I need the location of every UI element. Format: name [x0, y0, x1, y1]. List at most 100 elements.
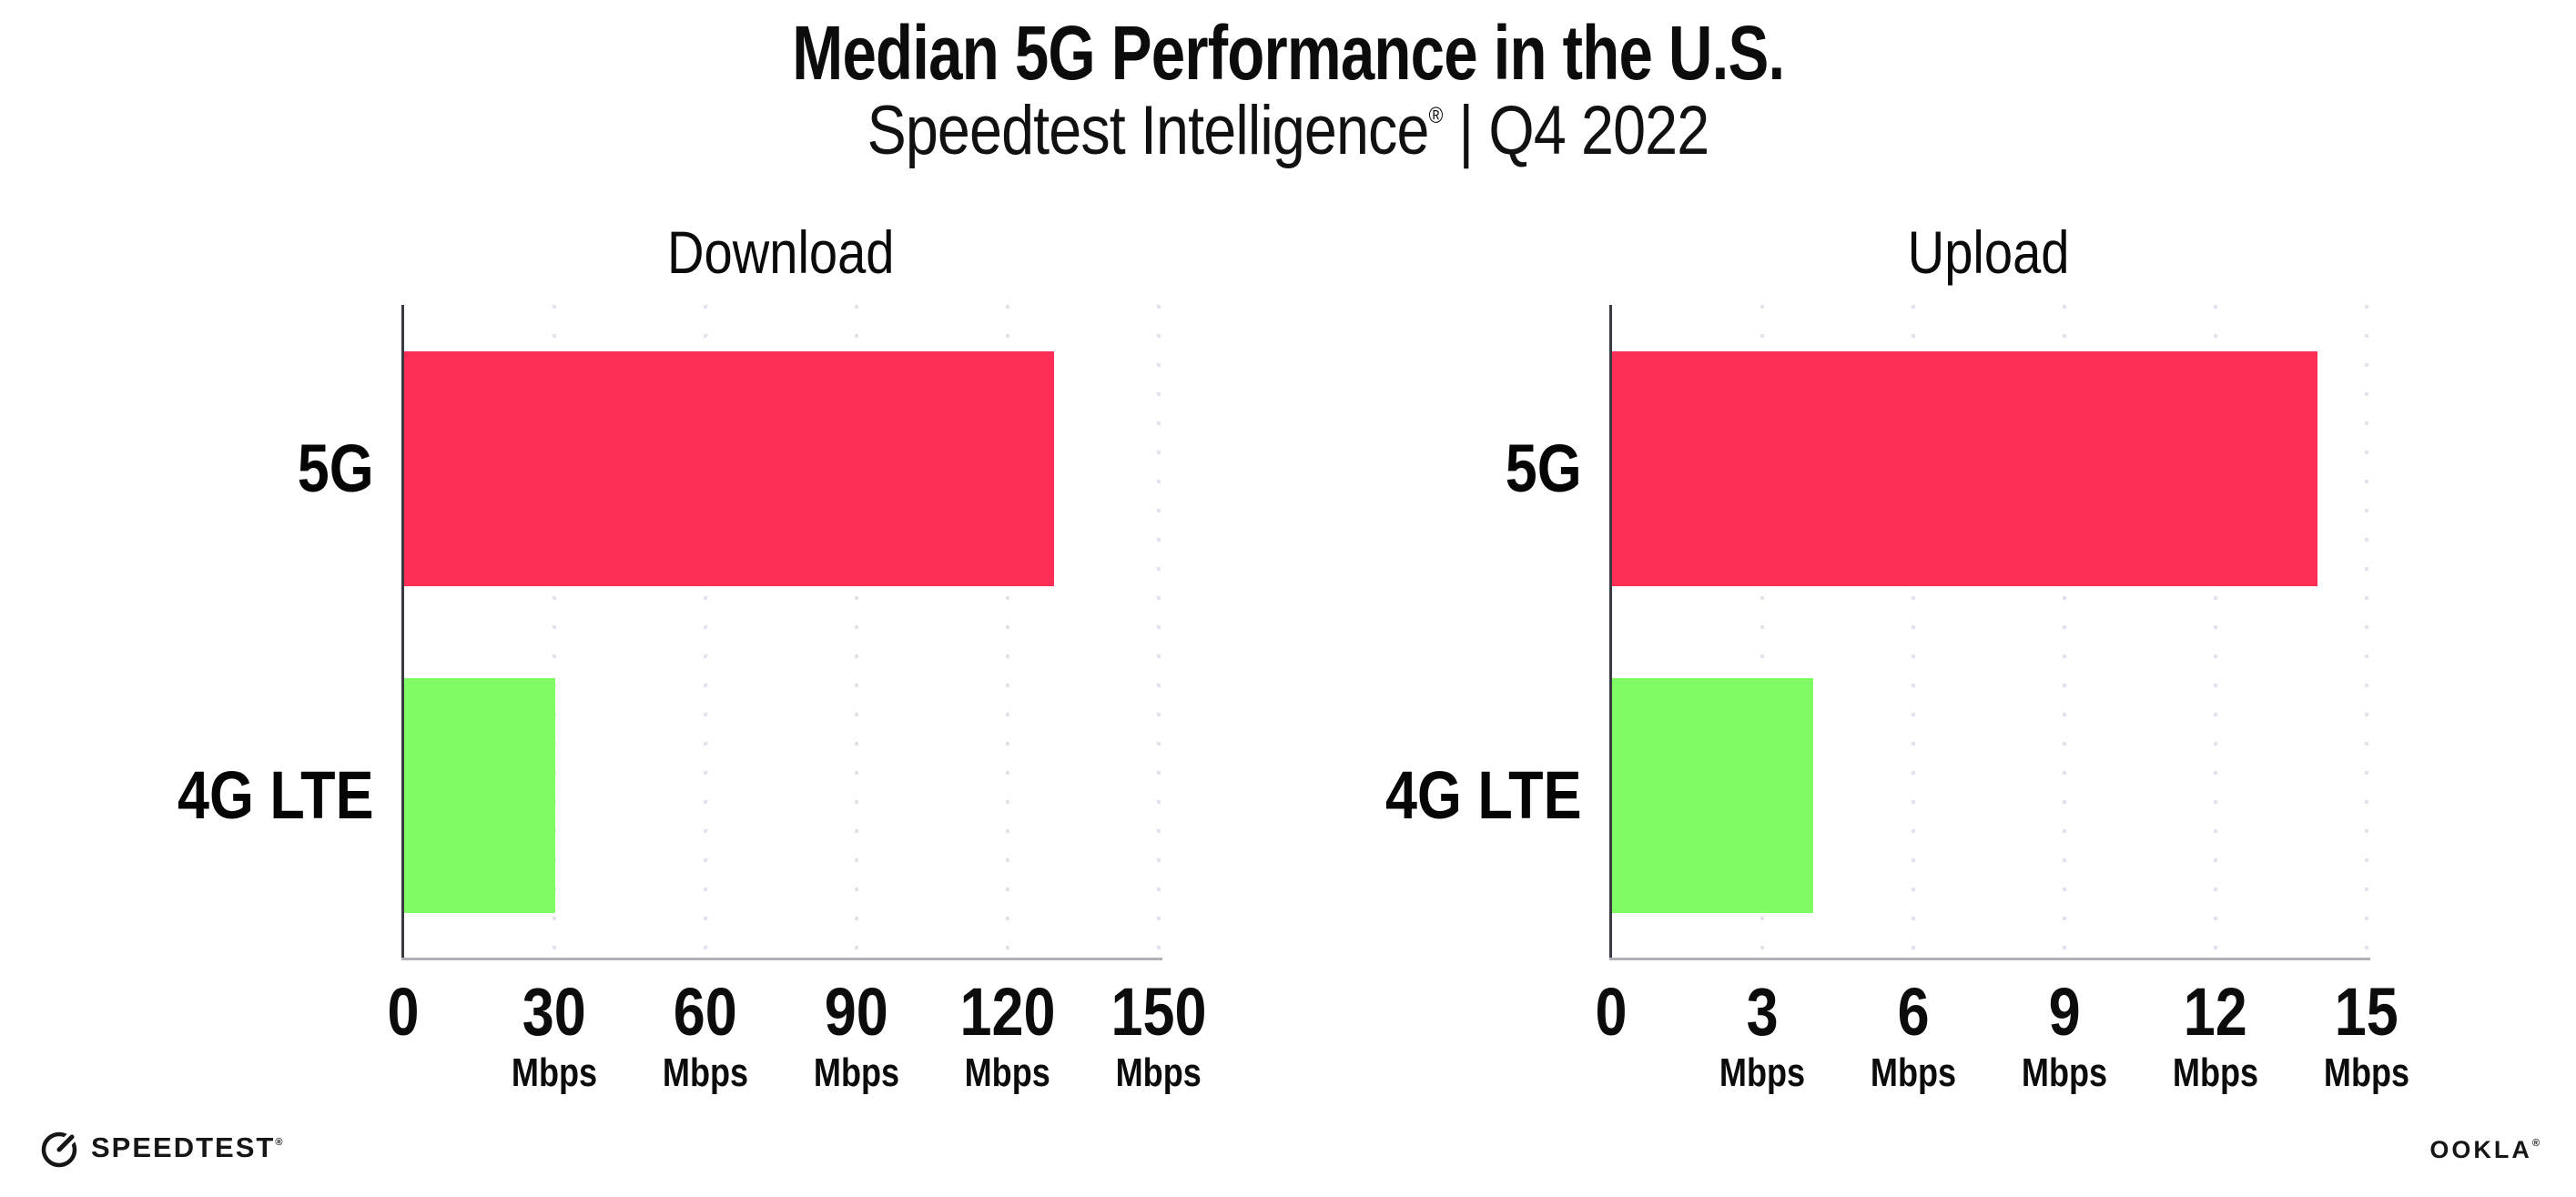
x-tick-value: 3 [1710, 977, 1815, 1048]
x-axis [1609, 958, 2370, 960]
text: 90 [825, 974, 888, 1050]
x-tick-unit: Mbps [1861, 1051, 1966, 1095]
gridline-15 [2365, 305, 2368, 959]
bar-5g [1612, 350, 2317, 586]
x-tick-9: 9 Mbps [2013, 977, 2117, 1095]
x-tick-3: 3 Mbps [1710, 977, 1815, 1095]
speedtest-gauge-icon [41, 1128, 80, 1168]
category-label-5g: 5G [1338, 430, 1582, 506]
x-tick-unit: Mbps [502, 1051, 607, 1095]
y-axis [401, 305, 404, 959]
x-tick-value: 0 [1592, 977, 1629, 1048]
x-tick-120: 120 Mbps [951, 977, 1063, 1095]
registered-trademark-icon: ® [1428, 103, 1444, 129]
chart-title: Download [403, 218, 1159, 286]
upload-chart: Upload 5G 4G LTE 0 3 Mbps 6 Mbps 9 Mbps 12 Mbps 15 Mb… [1338, 209, 2485, 1156]
gridline-90 [855, 305, 858, 959]
text: 9 [2048, 974, 2081, 1050]
x-tick-150: 150 Mbps [1102, 977, 1214, 1095]
x-tick-unit: Mbps [805, 1051, 909, 1095]
x-tick-6: 6 Mbps [1861, 977, 1966, 1095]
speedtest-label: SPEEDTEST [91, 1131, 276, 1163]
text: 4G LTE [1385, 756, 1582, 833]
gridline-150 [1157, 305, 1161, 959]
x-tick-value: 12 [2164, 977, 2268, 1048]
text: Mbps [813, 1050, 900, 1095]
text: Mbps [511, 1050, 598, 1095]
bar-4g-lte [1612, 677, 1814, 913]
x-tick-0: 0 [384, 977, 421, 1048]
x-tick-value: 0 [384, 977, 421, 1048]
plot-area [401, 305, 1162, 960]
x-tick-15: 15 Mbps [2315, 977, 2419, 1095]
x-tick-unit: Mbps [2164, 1051, 2268, 1095]
gridline-9 [2063, 305, 2066, 959]
chart-title: Upload [1611, 218, 2367, 286]
plot-area [1609, 305, 2370, 960]
text: Mbps [1115, 1050, 1202, 1095]
bar-4g-lte [404, 677, 555, 913]
text: 6 [1897, 974, 1930, 1050]
text: 12 [2184, 974, 2247, 1050]
text: Mbps [662, 1050, 749, 1095]
text: 5G [298, 430, 374, 506]
page-subtitle: Speedtest Intelligence® | Q4 2022 [0, 93, 2576, 185]
x-tick-unit: Mbps [951, 1051, 1063, 1095]
category-label-4g-lte: 4G LTE [1338, 756, 1582, 833]
x-tick-value: 6 [1861, 977, 1966, 1048]
text: 15 [2335, 974, 2399, 1050]
text: 30 [522, 974, 586, 1050]
x-tick-unit: Mbps [654, 1051, 758, 1095]
text: Mbps [2172, 1050, 2259, 1095]
text: 5G [1506, 430, 1582, 506]
text: Mbps [2021, 1050, 2108, 1095]
gridline-12 [2214, 305, 2217, 959]
x-tick-12: 12 Mbps [2164, 977, 2268, 1095]
x-tick-90: 90 Mbps [805, 977, 909, 1095]
subtitle-product: Speedtest Intelligence [867, 92, 1430, 169]
registered-trademark-icon: ® [275, 1137, 283, 1148]
text: 60 [674, 974, 737, 1050]
category-label-5g: 5G [130, 430, 374, 506]
x-tick-value: 60 [654, 977, 758, 1048]
text: 120 [959, 974, 1056, 1050]
x-tick-60: 60 Mbps [654, 977, 758, 1095]
speedtest-logo: SPEEDTEST® [38, 1127, 282, 1169]
x-tick-unit: Mbps [2013, 1051, 2117, 1095]
registered-trademark-icon: ® [2531, 1138, 2540, 1149]
x-tick-value: 120 [951, 977, 1063, 1048]
text: Mbps [1870, 1050, 1957, 1095]
y-axis [1609, 305, 1612, 959]
ookla-label: OOKLA [2429, 1136, 2532, 1163]
subtitle-separator: | [1443, 92, 1489, 169]
text: Mbps [2323, 1050, 2410, 1095]
text: Upload [1908, 218, 2070, 286]
text: 4G LTE [177, 756, 374, 833]
ookla-logo: OOKLA® [2429, 1136, 2540, 1164]
speedtest-wordmark: SPEEDTEST® [91, 1131, 282, 1164]
page-title: Median 5G Performance in the U.S. [0, 13, 2576, 93]
x-tick-30: 30 Mbps [502, 977, 607, 1095]
x-axis [401, 958, 1162, 960]
x-tick-value: 30 [502, 977, 607, 1048]
x-tick-unit: Mbps [1102, 1051, 1214, 1095]
x-tick-unit: Mbps [2315, 1051, 2419, 1095]
x-tick-value: 9 [2013, 977, 2117, 1048]
text: Mbps [964, 1050, 1051, 1095]
subtitle-period: Q4 2022 [1488, 92, 1709, 169]
x-tick-value: 15 [2315, 977, 2419, 1048]
text: 0 [1595, 974, 1628, 1050]
gridline-60 [704, 305, 707, 959]
gridline-3 [1760, 305, 1764, 959]
x-tick-0: 0 [1592, 977, 1629, 1048]
gridline-120 [1006, 305, 1009, 959]
gridline-6 [1912, 305, 1915, 959]
download-chart: Download 5G 4G LTE 0 30 Mbps 60 Mbps 90 Mbps 120 Mb… [130, 209, 1277, 1156]
bar-5g [404, 350, 1054, 586]
x-tick-unit: Mbps [1710, 1051, 1815, 1095]
text: Download [667, 218, 895, 286]
text: Mbps [1719, 1050, 1806, 1095]
text: 3 [1746, 974, 1779, 1050]
gridline-30 [553, 305, 556, 959]
x-tick-value: 90 [805, 977, 909, 1048]
